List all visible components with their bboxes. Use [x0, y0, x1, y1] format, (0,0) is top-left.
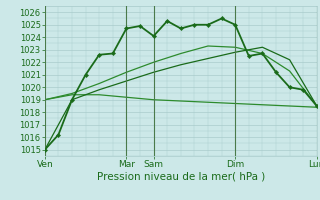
X-axis label: Pression niveau de la mer( hPa ): Pression niveau de la mer( hPa ): [97, 172, 265, 182]
